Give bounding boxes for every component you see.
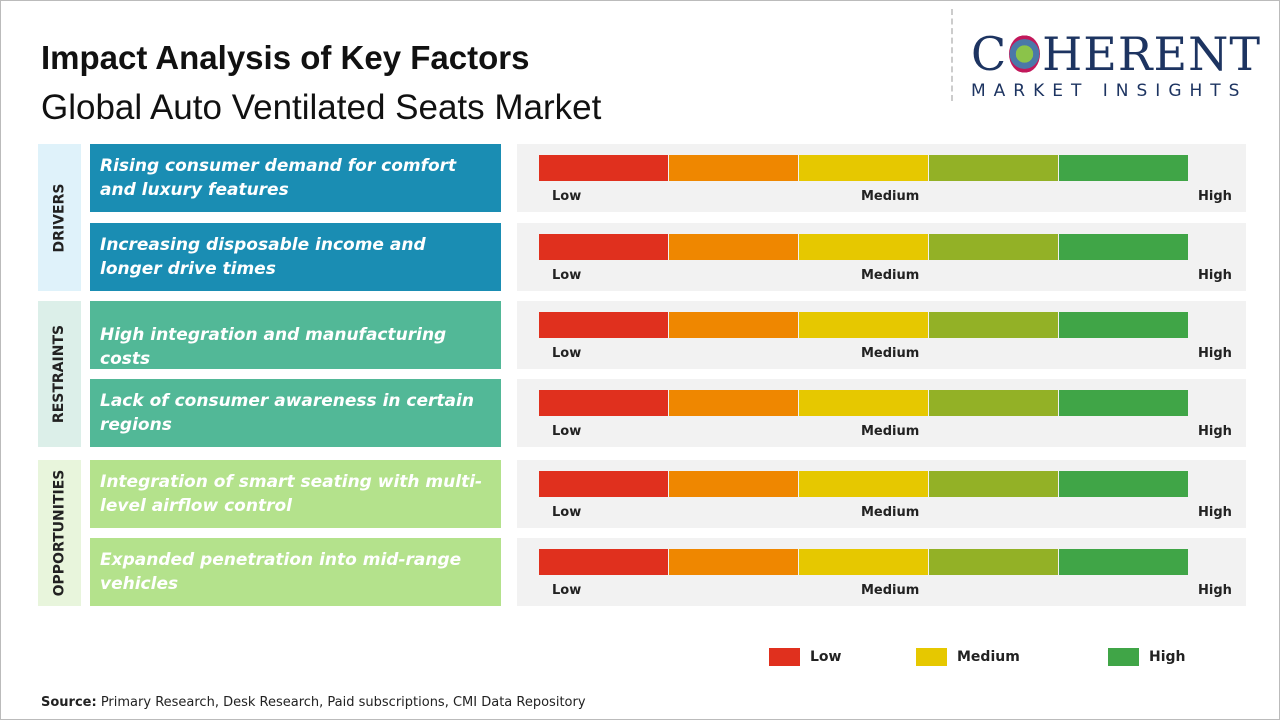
legend-swatch (769, 648, 800, 666)
scale-high-label: High (1198, 346, 1232, 361)
scale-segment (929, 312, 1058, 338)
scale-segment (539, 312, 668, 338)
scale-segment (539, 155, 668, 181)
divider (951, 9, 953, 101)
scale-segment (799, 390, 928, 416)
category-label: RESTRAINTS (38, 301, 81, 447)
scale-medium-label: Medium (861, 505, 920, 520)
scale-segment (539, 234, 668, 260)
scale-segment (799, 312, 928, 338)
scale-segment (929, 549, 1058, 575)
scale-segment (799, 155, 928, 181)
scale-high-label: High (1198, 583, 1232, 598)
scale-low-label: Low (552, 268, 582, 283)
scale-medium-label: Medium (861, 346, 920, 361)
scale-segment (1059, 155, 1188, 181)
factor-label: Increasing disposable income and longer … (90, 223, 501, 291)
scale-low-label: Low (552, 346, 582, 361)
scale-segment (539, 471, 668, 497)
factor-label: Integration of smart seating with multi-… (90, 460, 501, 528)
factor-label: Expanded penetration into mid-range vehi… (90, 538, 501, 606)
legend-swatch (1108, 648, 1139, 666)
impact-scale: Low Medium High (517, 144, 1246, 212)
source-note: Source: Primary Research, Desk Research,… (41, 695, 586, 710)
legend-item: Medium (916, 648, 1020, 666)
impact-scale: Low Medium High (517, 538, 1246, 606)
scale-low-label: Low (552, 424, 582, 439)
scale-segment (929, 390, 1058, 416)
scale-segment (799, 549, 928, 575)
scale-high-label: High (1198, 505, 1232, 520)
scale-segment (1059, 471, 1188, 497)
scale-segment (799, 471, 928, 497)
factor-label: Lack of consumer awareness in certain re… (90, 379, 501, 447)
scale-high-label: High (1198, 189, 1232, 204)
scale-segment (1059, 312, 1188, 338)
scale-segment (669, 549, 798, 575)
scale-low-label: Low (552, 189, 582, 204)
impact-scale: Low Medium High (517, 460, 1246, 528)
scale-segment (799, 234, 928, 260)
impact-scale: Low Medium High (517, 301, 1246, 369)
scale-segment (669, 155, 798, 181)
scale-high-label: High (1198, 424, 1232, 439)
impact-scale: Low Medium High (517, 379, 1246, 447)
page-subtitle: Global Auto Ventilated Seats Market (41, 88, 602, 127)
scale-segment (929, 471, 1058, 497)
scale-high-label: High (1198, 268, 1232, 283)
legend-item: High (1108, 648, 1186, 666)
scale-segment (669, 471, 798, 497)
scale-segment (1059, 234, 1188, 260)
scale-medium-label: Medium (861, 424, 920, 439)
category-label: DRIVERS (38, 144, 81, 291)
factor-label: High integration and manufacturing costs (90, 301, 501, 369)
scale-medium-label: Medium (861, 583, 920, 598)
scale-segment (669, 390, 798, 416)
page-title: Impact Analysis of Key Factors (41, 39, 530, 76)
scale-segment (539, 549, 668, 575)
scale-medium-label: Medium (861, 189, 920, 204)
scale-segment (669, 312, 798, 338)
legend-item: Low (769, 648, 841, 666)
logo: C HERENT MARKET INSIGHTS (971, 27, 1261, 101)
scale-medium-label: Medium (861, 268, 920, 283)
scale-low-label: Low (552, 505, 582, 520)
impact-scale: Low Medium High (517, 223, 1246, 291)
legend-swatch (916, 648, 947, 666)
factor-label: Rising consumer demand for comfort and l… (90, 144, 501, 212)
scale-segment (539, 390, 668, 416)
scale-segment (929, 155, 1058, 181)
globe-icon (1009, 35, 1041, 73)
scale-segment (1059, 549, 1188, 575)
scale-segment (929, 234, 1058, 260)
category-label: OPPORTUNITIES (38, 460, 81, 606)
scale-segment (669, 234, 798, 260)
scale-low-label: Low (552, 583, 582, 598)
scale-segment (1059, 390, 1188, 416)
